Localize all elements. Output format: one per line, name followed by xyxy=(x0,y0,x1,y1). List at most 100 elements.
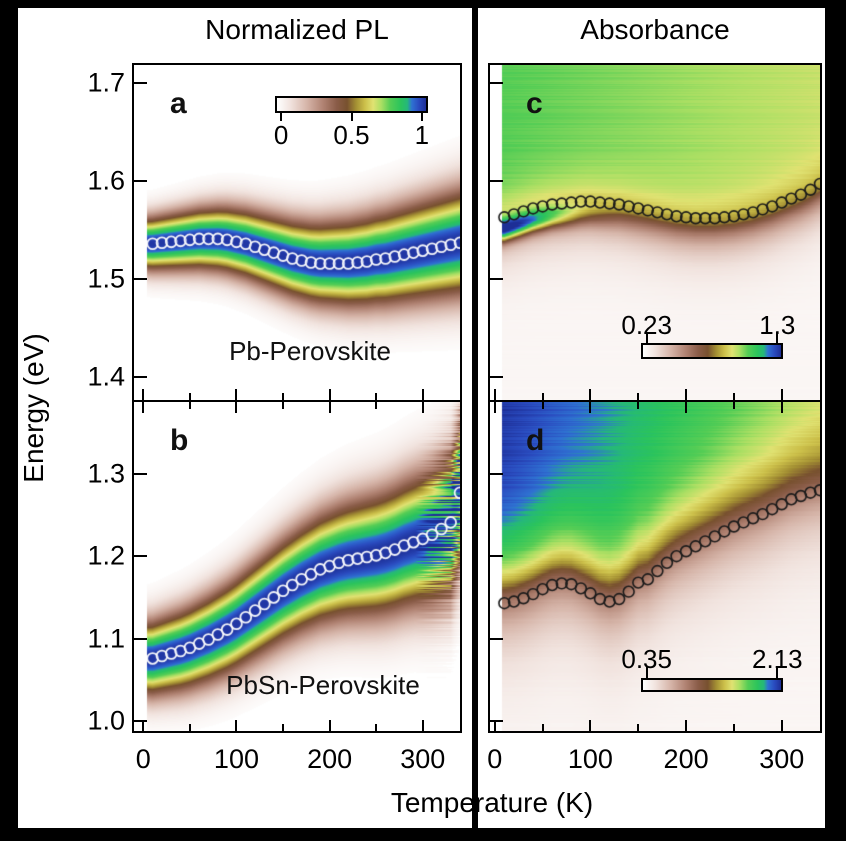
x-tick xyxy=(685,389,688,400)
x-tick xyxy=(282,393,285,400)
y-tick xyxy=(134,81,147,84)
heatmap-d-absorbance xyxy=(490,402,820,731)
colorbar-tick xyxy=(350,113,353,121)
column-title-absorbance: Absorbance xyxy=(580,14,730,45)
y-tick xyxy=(490,81,503,84)
y-tick-label: 1.6 xyxy=(87,165,125,196)
x-tick xyxy=(328,402,331,413)
x-tick-label: 0 xyxy=(135,744,151,774)
y-tick xyxy=(134,555,147,558)
colorbar-tick-label: 1 xyxy=(414,120,430,150)
x-tick-label: 100 xyxy=(567,744,613,774)
x-tick xyxy=(493,389,496,400)
x-tick xyxy=(421,402,424,413)
colorbar-tick-label: 1.3 xyxy=(759,310,796,340)
y-tick-label: 1.1 xyxy=(87,623,125,654)
y-tick-label: 1.0 xyxy=(87,705,125,736)
x-tick xyxy=(235,720,238,731)
colorbar-tick xyxy=(645,667,648,678)
heatmap-b-normalized-pl xyxy=(134,402,460,731)
panel-letter-a: a xyxy=(170,87,187,120)
panel-d-absorbance-pbsn-perovskite: d xyxy=(488,402,822,733)
y-tick xyxy=(134,278,147,281)
column-divider-bar xyxy=(472,8,478,828)
colorbar-tick-label: 0.23 xyxy=(621,310,672,340)
x-tick xyxy=(282,402,285,409)
y-tick xyxy=(490,720,503,723)
y-tick xyxy=(134,376,147,379)
x-tick xyxy=(589,389,592,400)
panel-a-pl-pb-perovskite: a Pb-Perovskite xyxy=(132,63,462,402)
colorbar-tick-label: 0.35 xyxy=(621,644,672,674)
y-tick xyxy=(490,278,503,281)
x-tick xyxy=(142,389,145,400)
y-tick xyxy=(490,472,503,475)
colorbar-tick xyxy=(776,332,779,343)
x-tick-label: 200 xyxy=(307,744,353,774)
x-tick xyxy=(421,720,424,731)
column-title-normalized-pl: Normalized PL xyxy=(205,14,389,45)
y-tick xyxy=(490,179,503,182)
panel-letter-d: d xyxy=(526,424,545,457)
y-tick-label: 1.4 xyxy=(87,361,125,392)
x-tick xyxy=(188,724,191,731)
x-tick xyxy=(142,402,145,413)
x-tick xyxy=(780,720,783,731)
x-tick xyxy=(375,724,378,731)
x-axis-label: Temperature (K) xyxy=(390,787,594,818)
panel-b-pl-pbsn-perovskite: b PbSn-Perovskite xyxy=(132,402,462,733)
x-tick xyxy=(780,389,783,400)
x-tick xyxy=(375,393,378,400)
y-tick-label: 1.7 xyxy=(87,67,125,98)
x-tick-label: 300 xyxy=(759,744,805,774)
sample-label-pbsn-perovskite: PbSn-Perovskite xyxy=(226,670,420,700)
colorbar-gradient xyxy=(641,678,783,692)
colorbar-gradient xyxy=(641,343,783,359)
y-tick xyxy=(134,720,147,723)
y-tick-label: 1.3 xyxy=(87,458,125,489)
sample-label-pb-perovskite: Pb-Perovskite xyxy=(229,336,391,366)
panel-letter-c: c xyxy=(526,87,543,120)
x-tick xyxy=(188,393,191,400)
x-tick xyxy=(541,724,544,731)
x-tick xyxy=(685,402,688,413)
x-tick xyxy=(637,402,640,409)
y-tick xyxy=(134,637,147,640)
x-tick xyxy=(235,402,238,413)
colorbar-tick xyxy=(420,113,423,121)
y-tick xyxy=(134,179,147,182)
x-tick xyxy=(421,389,424,400)
x-tick-label: 100 xyxy=(213,744,259,774)
x-tick xyxy=(732,393,735,400)
x-tick xyxy=(732,724,735,731)
x-tick xyxy=(589,402,592,413)
panel-letter-b: b xyxy=(170,424,189,457)
x-tick xyxy=(780,402,783,413)
x-tick xyxy=(493,720,496,731)
colorbar-d: 0.35 2.13 xyxy=(621,644,803,692)
x-tick xyxy=(732,402,735,409)
y-tick xyxy=(490,376,503,379)
x-tick xyxy=(589,720,592,731)
x-tick xyxy=(142,720,145,731)
x-tick xyxy=(637,393,640,400)
x-tick xyxy=(493,402,496,413)
colorbar-a: 0 0.5 1 xyxy=(274,96,429,150)
y-tick-label: 1.5 xyxy=(87,263,125,294)
y-tick xyxy=(134,472,147,475)
x-tick xyxy=(188,402,191,409)
heatmap-a-normalized-pl xyxy=(134,65,460,400)
colorbar-tick xyxy=(280,113,283,121)
y-tick xyxy=(490,637,503,640)
colorbar-tick-label: 0 xyxy=(273,120,289,150)
x-tick xyxy=(541,393,544,400)
colorbar-gradient xyxy=(275,96,428,113)
colorbar-tick-label: 0.5 xyxy=(333,120,370,150)
x-tick xyxy=(541,402,544,409)
x-tick xyxy=(235,389,238,400)
colorbar-tick-label: 2.13 xyxy=(752,644,803,674)
colorbar-tick xyxy=(776,667,779,678)
x-tick xyxy=(685,720,688,731)
x-tick xyxy=(637,724,640,731)
